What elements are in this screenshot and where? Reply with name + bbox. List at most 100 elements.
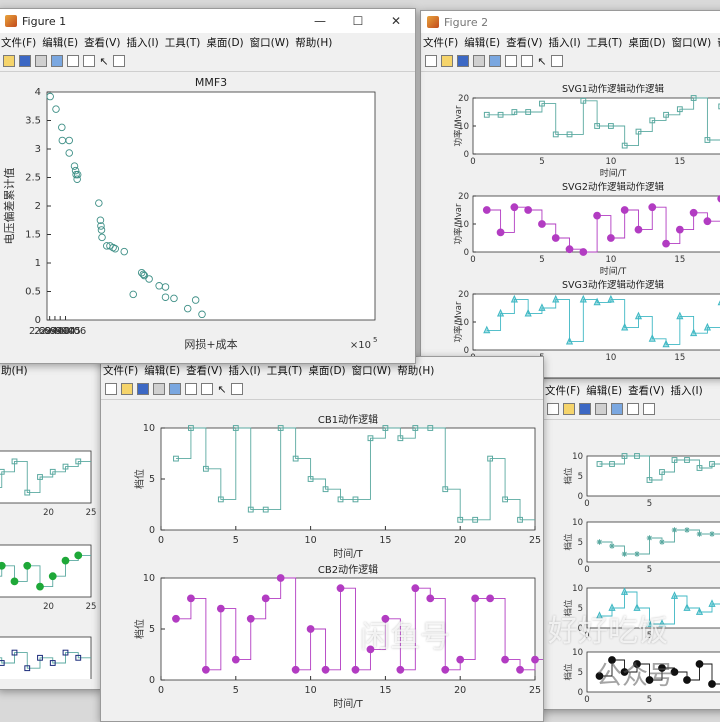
edit-plot-icon[interactable] <box>231 383 243 395</box>
pointer-icon[interactable]: ↖ <box>537 55 547 68</box>
y-tick-label: 1.5 <box>25 230 41 241</box>
y-axis-label: 电压偏差累计值 <box>2 168 16 245</box>
menu-insert[interactable]: 插入(I) <box>124 35 162 50</box>
save-icon[interactable] <box>137 383 149 395</box>
chart-title: SVG1动作逻辑动作逻辑 <box>562 83 664 95</box>
y-tick-label: 10 <box>143 573 155 584</box>
menu-window[interactable]: 窗口(W) <box>670 35 716 50</box>
open-file-icon[interactable] <box>563 403 575 415</box>
data-point <box>397 666 404 673</box>
x-tick-label: 15 <box>674 255 685 265</box>
close-button[interactable]: ✕ <box>377 9 415 33</box>
y-tick-label: 3 <box>35 144 41 155</box>
x-tick-label: 5 <box>233 535 239 546</box>
menu-tools[interactable]: 工具(T) <box>585 35 627 50</box>
data-point <box>457 656 464 663</box>
menu-edit[interactable]: 编辑(E) <box>462 35 504 50</box>
x-axis-label: 时间/T <box>333 547 363 560</box>
print-icon[interactable] <box>35 55 47 67</box>
data-point <box>697 531 703 537</box>
maximize-button[interactable]: ☐ <box>339 9 377 33</box>
data-point <box>647 535 653 541</box>
open-file-icon[interactable] <box>3 55 15 67</box>
menu-view[interactable]: 查看(V) <box>626 383 668 398</box>
menu-view[interactable]: 查看(V) <box>504 35 546 50</box>
x-tick-label: 15 <box>379 685 391 696</box>
menu-file[interactable]: 文件(F) <box>101 363 142 378</box>
insert-legend-icon[interactable] <box>185 383 197 395</box>
open-file-icon[interactable] <box>441 55 453 67</box>
plot-area <box>161 428 535 530</box>
menu-help[interactable]: 帮助(H) <box>395 363 438 378</box>
link-icon[interactable] <box>489 55 501 67</box>
insert-colorbar-icon[interactable] <box>643 403 655 415</box>
menu-edit[interactable]: 编辑(E) <box>142 363 184 378</box>
data-point <box>663 240 670 247</box>
new-figure-icon[interactable] <box>547 403 559 415</box>
minimize-button[interactable]: — <box>301 9 339 33</box>
menu-file[interactable]: 文件(F) <box>0 35 40 50</box>
menu-view[interactable]: 查看(V) <box>82 35 124 50</box>
edit-plot-icon[interactable] <box>551 55 563 67</box>
menu-edit[interactable]: 编辑(E) <box>40 35 82 50</box>
y-tick-label: 5 <box>578 472 583 482</box>
edit-plot-icon[interactable] <box>113 55 125 67</box>
data-point <box>49 573 56 580</box>
y-tick-label: 0 <box>464 150 469 160</box>
save-icon[interactable] <box>19 55 31 67</box>
link-icon[interactable] <box>51 55 63 67</box>
watermark-left: 闲鱼号 <box>360 612 450 656</box>
menu-desktop[interactable]: 桌面(D) <box>306 363 349 378</box>
pointer-icon[interactable]: ↖ <box>217 383 227 396</box>
menu-help[interactable]: 帮助(H) <box>293 35 336 50</box>
pointer-icon[interactable]: ↖ <box>99 55 109 68</box>
print-icon[interactable] <box>153 383 165 395</box>
menu-view[interactable]: 查看(V) <box>184 363 226 378</box>
data-point <box>277 575 284 582</box>
menu-insert[interactable]: 插入(I) <box>546 35 584 50</box>
insert-legend-icon[interactable] <box>627 403 639 415</box>
menu-tools[interactable]: 工具(T) <box>163 35 205 50</box>
menu-file[interactable]: 文件(F) <box>543 383 584 398</box>
save-icon[interactable] <box>457 55 469 67</box>
menu-desktop[interactable]: 桌面(D) <box>626 35 669 50</box>
link-icon[interactable] <box>611 403 623 415</box>
menu-desktop[interactable]: 桌面(D) <box>204 35 247 50</box>
y-tick-label: 20 <box>458 290 469 300</box>
data-point <box>634 551 640 557</box>
x-axis-label: 时间/T <box>600 265 627 277</box>
data-point <box>609 543 615 549</box>
menu-file[interactable]: 文件(F) <box>421 35 462 50</box>
print-icon[interactable] <box>473 55 485 67</box>
y-tick-label: 4 <box>35 87 41 98</box>
matlab-icon <box>427 16 439 28</box>
insert-colorbar-icon[interactable] <box>521 55 533 67</box>
chart-title: CB2动作逻辑 <box>318 563 378 576</box>
open-file-icon[interactable] <box>121 383 133 395</box>
insert-colorbar-icon[interactable] <box>83 55 95 67</box>
menu-tools[interactable]: 工具(T) <box>265 363 307 378</box>
menu-window[interactable]: 窗口(W) <box>248 35 294 50</box>
data-point <box>709 681 716 688</box>
save-icon[interactable] <box>579 403 591 415</box>
menu-insert[interactable]: 插入(I) <box>668 383 706 398</box>
menu-window[interactable]: 窗口(W) <box>350 363 396 378</box>
menu-help-fragment[interactable]: 助(H) <box>0 363 32 378</box>
data-point <box>352 666 359 673</box>
new-figure-icon[interactable] <box>425 55 437 67</box>
link-icon[interactable] <box>169 383 181 395</box>
insert-legend-icon[interactable] <box>505 55 517 67</box>
x-tick-label: 15 <box>674 353 685 363</box>
data-point <box>337 585 344 592</box>
data-point <box>442 666 449 673</box>
menu-help[interactable]: 帮助(H) <box>715 35 720 50</box>
menu-edit[interactable]: 编辑(E) <box>584 383 626 398</box>
insert-legend-icon[interactable] <box>67 55 79 67</box>
new-figure-icon[interactable] <box>105 383 117 395</box>
menu-insert[interactable]: 插入(I) <box>226 363 264 378</box>
data-point <box>672 527 678 533</box>
insert-colorbar-icon[interactable] <box>201 383 213 395</box>
y-axis-label: 档位 <box>563 663 574 681</box>
print-icon[interactable] <box>595 403 607 415</box>
